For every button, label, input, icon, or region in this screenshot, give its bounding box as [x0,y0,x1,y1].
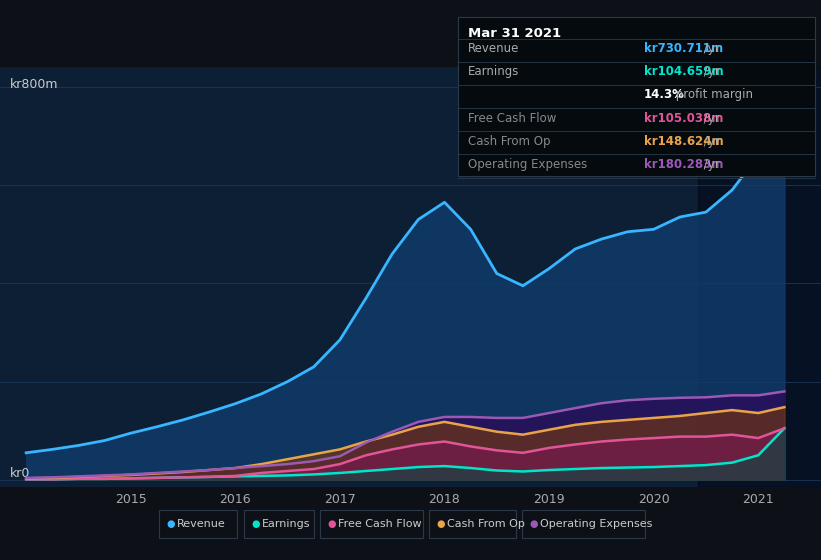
Text: kr800m: kr800m [10,78,58,91]
Text: Free Cash Flow: Free Cash Flow [338,519,422,529]
Text: kr148.624m: kr148.624m [644,134,723,148]
Text: 14.3%: 14.3% [644,88,685,101]
Text: kr0: kr0 [10,466,30,479]
Text: Revenue: Revenue [177,519,226,529]
Text: Earnings: Earnings [262,519,310,529]
Text: kr105.038m: kr105.038m [644,111,723,124]
Text: /yr: /yr [699,134,719,148]
Text: /yr: /yr [699,158,719,171]
Text: /yr: /yr [699,66,719,78]
Text: Earnings: Earnings [468,66,520,78]
Text: Revenue: Revenue [468,43,520,55]
Text: ●: ● [328,519,336,529]
Text: Mar 31 2021: Mar 31 2021 [468,27,561,40]
Text: ●: ● [530,519,538,529]
Text: kr180.283m: kr180.283m [644,158,723,171]
Text: Cash From Op: Cash From Op [468,134,550,148]
Text: ●: ● [251,519,259,529]
Text: Operating Expenses: Operating Expenses [468,158,587,171]
Text: /yr: /yr [699,111,719,124]
Text: /yr: /yr [699,43,719,55]
Bar [698,67,821,487]
Text: profit margin: profit margin [672,88,753,101]
Text: Cash From Op: Cash From Op [447,519,525,529]
Text: Operating Expenses: Operating Expenses [540,519,653,529]
Text: kr730.711m: kr730.711m [644,43,723,55]
Text: ●: ● [437,519,445,529]
Text: kr104.659m: kr104.659m [644,66,723,78]
Text: ●: ● [167,519,175,529]
Text: Free Cash Flow: Free Cash Flow [468,111,557,124]
